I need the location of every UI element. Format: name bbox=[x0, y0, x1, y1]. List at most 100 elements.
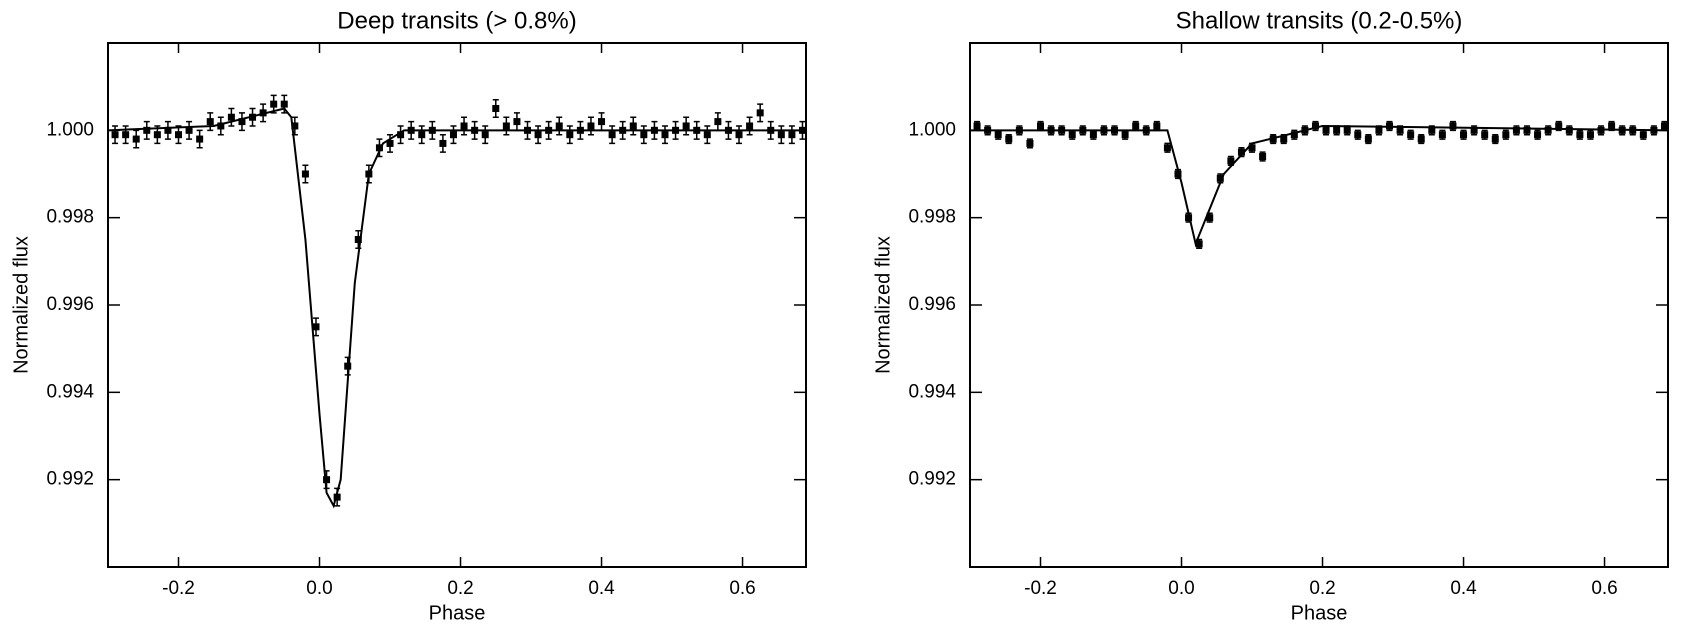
binned-point bbox=[682, 122, 690, 130]
binned-point bbox=[1586, 131, 1594, 139]
chart-title: Deep transits (> 0.8%) bbox=[337, 7, 576, 34]
binned-point bbox=[1132, 122, 1140, 130]
model-line bbox=[970, 124, 1669, 248]
x-tick-label: 0.4 bbox=[588, 578, 615, 599]
y-tick-label: 1.000 bbox=[46, 119, 94, 140]
binned-point bbox=[1322, 126, 1330, 134]
binned-point bbox=[1037, 122, 1045, 130]
binned-point bbox=[375, 144, 383, 152]
binned-point bbox=[439, 139, 447, 147]
binned-point bbox=[1470, 126, 1478, 134]
binned-point bbox=[788, 131, 796, 139]
binned-point bbox=[1290, 131, 1298, 139]
binned-point bbox=[661, 131, 669, 139]
binned-point bbox=[449, 131, 457, 139]
x-tick-label: 0.4 bbox=[1450, 578, 1477, 599]
binned-point bbox=[1174, 170, 1182, 178]
binned-point bbox=[1565, 126, 1573, 134]
binned-point bbox=[1163, 144, 1171, 152]
binned-point bbox=[1576, 131, 1584, 139]
x-tick-label: 0.2 bbox=[1309, 578, 1335, 599]
binned-point bbox=[291, 122, 299, 130]
binned-point bbox=[1026, 139, 1034, 147]
binned-point bbox=[1354, 131, 1362, 139]
y-tick-label: 0.994 bbox=[46, 381, 94, 402]
binned-point bbox=[1311, 122, 1319, 130]
binned-point bbox=[1555, 122, 1563, 130]
x-axis-label: Phase bbox=[429, 602, 486, 624]
binned-point bbox=[1523, 126, 1531, 134]
x-tick-label: -0.2 bbox=[1024, 578, 1057, 599]
binned-point bbox=[1237, 148, 1245, 156]
binned-point bbox=[206, 118, 214, 126]
binned-point bbox=[143, 126, 151, 134]
binned-point bbox=[1195, 240, 1203, 248]
binned-point bbox=[1660, 122, 1668, 130]
binned-point bbox=[994, 131, 1002, 139]
y-tick-label: 0.998 bbox=[46, 207, 94, 228]
binned-point bbox=[217, 122, 225, 130]
binned-point bbox=[153, 131, 161, 139]
x-tick-label: 0.6 bbox=[729, 578, 755, 599]
binned-point bbox=[1460, 131, 1468, 139]
y-tick-label: 0.998 bbox=[908, 207, 956, 228]
binned-point bbox=[1375, 126, 1383, 134]
binned-point bbox=[1364, 135, 1372, 143]
plot-frame bbox=[969, 42, 1669, 568]
binned-point bbox=[598, 118, 606, 126]
binned-point bbox=[164, 126, 172, 134]
binned-point bbox=[1639, 131, 1647, 139]
binned-point bbox=[1280, 135, 1288, 143]
binned-point bbox=[312, 323, 320, 331]
binned-point bbox=[714, 118, 722, 126]
binned-point bbox=[555, 122, 563, 130]
binned-point bbox=[1216, 174, 1224, 182]
binned-point bbox=[122, 131, 130, 139]
x-tick-label: 0.0 bbox=[306, 578, 332, 599]
binned-point bbox=[756, 109, 764, 117]
y-tick-label: 0.994 bbox=[908, 381, 956, 402]
binned-point bbox=[629, 122, 637, 130]
x-tick-label: 0.6 bbox=[1591, 578, 1617, 599]
binned-point bbox=[460, 122, 468, 130]
x-tick-label: 0.2 bbox=[447, 578, 473, 599]
y-axis-label: Normalized flux bbox=[872, 236, 894, 374]
chart-title: Shallow transits (0.2-0.5%) bbox=[1176, 7, 1463, 34]
binned-point bbox=[1227, 157, 1235, 165]
model-line bbox=[107, 107, 806, 509]
binned-point bbox=[386, 139, 394, 147]
binned-point bbox=[1407, 131, 1415, 139]
y-tick-label: 1.000 bbox=[908, 119, 956, 140]
binned-point bbox=[1534, 131, 1542, 139]
binned-point bbox=[270, 100, 278, 108]
binned-point bbox=[1005, 135, 1013, 143]
binned-point bbox=[397, 131, 405, 139]
binned-point bbox=[777, 131, 785, 139]
binned-point bbox=[280, 100, 288, 108]
y-axis-label: Normalized flux bbox=[10, 236, 32, 374]
binned-point bbox=[1121, 131, 1129, 139]
binned-point bbox=[301, 170, 309, 178]
binned-point bbox=[492, 105, 500, 112]
binned-point bbox=[418, 131, 426, 139]
plot-frame bbox=[107, 42, 807, 568]
x-axis-label: Phase bbox=[1291, 602, 1348, 624]
binned-point bbox=[1396, 126, 1404, 134]
binned-point bbox=[1248, 144, 1256, 152]
y-tick-label: 0.992 bbox=[908, 469, 956, 490]
binned-point bbox=[502, 122, 510, 130]
binned-point bbox=[1449, 122, 1457, 130]
binned-point bbox=[735, 131, 743, 139]
binned-point bbox=[227, 113, 235, 121]
binned-point bbox=[196, 135, 204, 143]
binned-point bbox=[238, 118, 246, 126]
binned-point bbox=[513, 118, 521, 126]
binned-point bbox=[1333, 126, 1341, 134]
binned-point bbox=[132, 135, 140, 143]
binned-point bbox=[481, 131, 489, 139]
binned-point bbox=[1428, 126, 1436, 134]
binned-point bbox=[333, 493, 341, 501]
binned-point bbox=[566, 131, 574, 139]
